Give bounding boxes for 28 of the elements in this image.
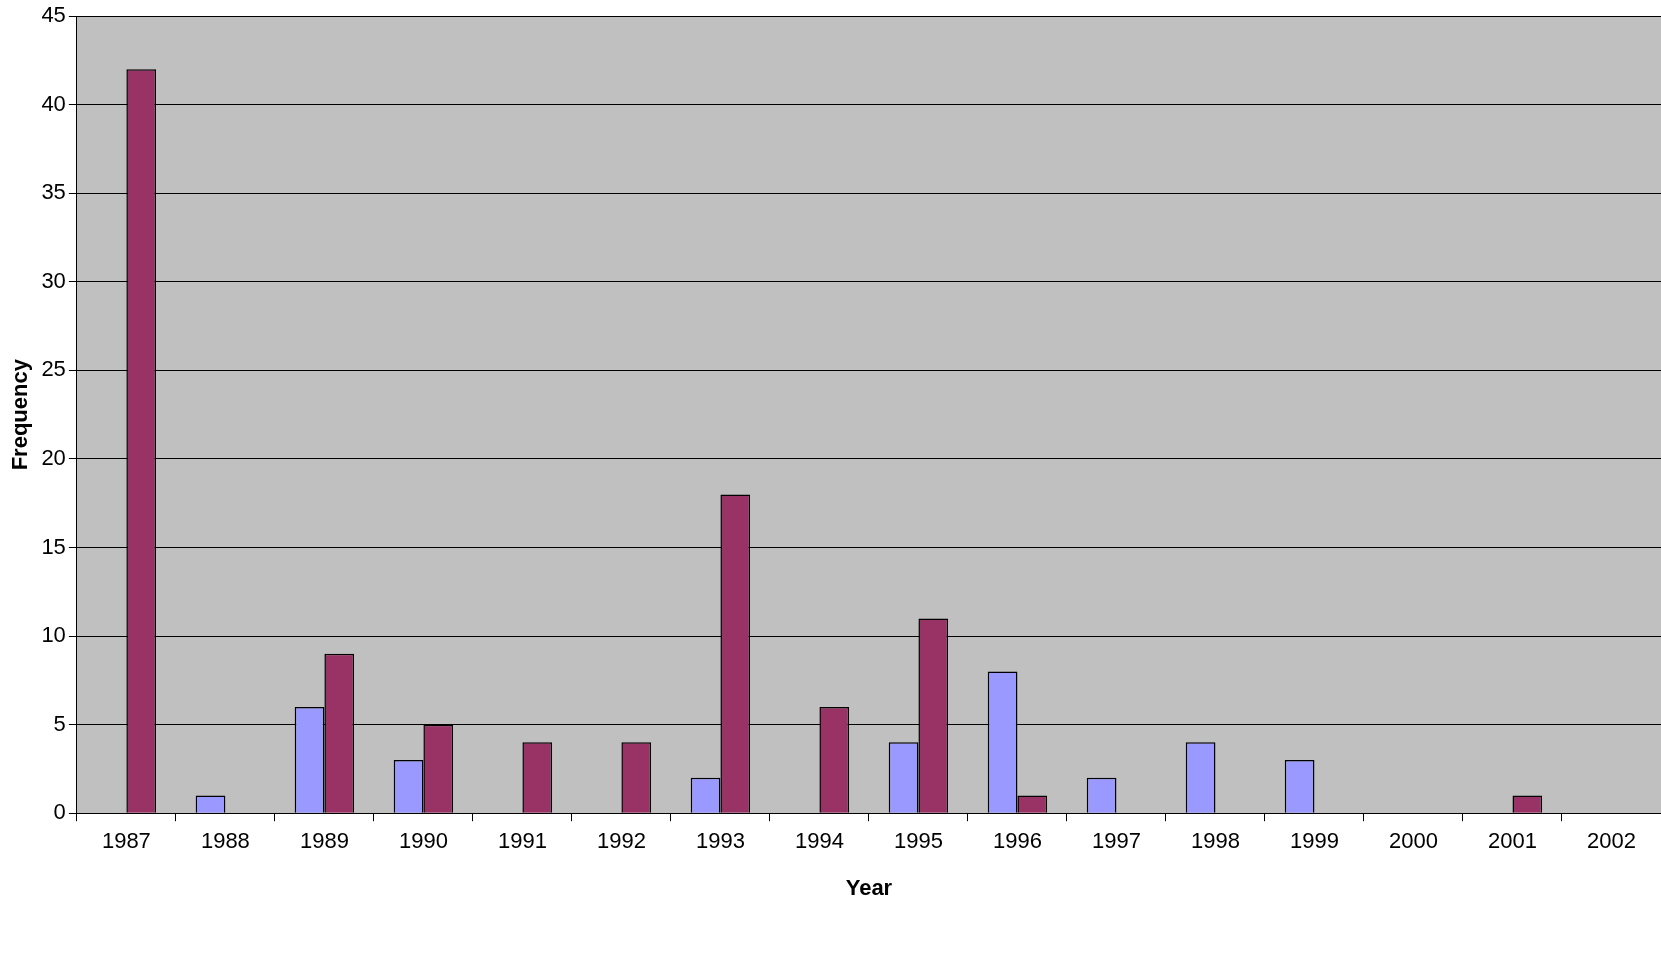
x-tick-label: 1995 bbox=[893, 828, 943, 854]
y-tick-label: 25 bbox=[41, 356, 66, 382]
y-tick-label: 30 bbox=[41, 267, 66, 293]
x-tick-label: 1998 bbox=[1190, 828, 1240, 854]
x-tick-label: 1989 bbox=[299, 828, 349, 854]
x-tick-label: 1987 bbox=[101, 828, 151, 854]
y-tick-label: 20 bbox=[41, 445, 66, 471]
x-tick-label: 2002 bbox=[1587, 828, 1636, 854]
x-tick-label: 1996 bbox=[992, 828, 1042, 854]
y-tick-label: 45 bbox=[41, 2, 66, 28]
x-tick-label: 1997 bbox=[1091, 828, 1141, 854]
x-tick-label: 1990 bbox=[398, 828, 448, 854]
x-tick-label: 1993 bbox=[695, 828, 745, 854]
x-tick-label: 1988 bbox=[200, 828, 250, 854]
x-axis-title: Year bbox=[845, 874, 893, 900]
x-tick-label: 2001 bbox=[1488, 828, 1537, 854]
x-tick-label: 2000 bbox=[1389, 828, 1438, 854]
x-tick-label: 1999 bbox=[1290, 828, 1339, 854]
y-axis-title: Frequency bbox=[7, 358, 33, 471]
x-tick-label: 1994 bbox=[794, 828, 844, 854]
y-tick-label: 5 bbox=[53, 710, 66, 736]
x-tick-label: 1992 bbox=[596, 828, 646, 854]
y-tick-label: 40 bbox=[41, 90, 66, 116]
y-tick-label: 0 bbox=[53, 799, 66, 825]
y-tick-label: 35 bbox=[41, 179, 66, 205]
y-tick-label: 10 bbox=[41, 622, 66, 648]
x-tick-label: 1991 bbox=[497, 828, 547, 854]
y-tick-label: 15 bbox=[41, 533, 66, 559]
